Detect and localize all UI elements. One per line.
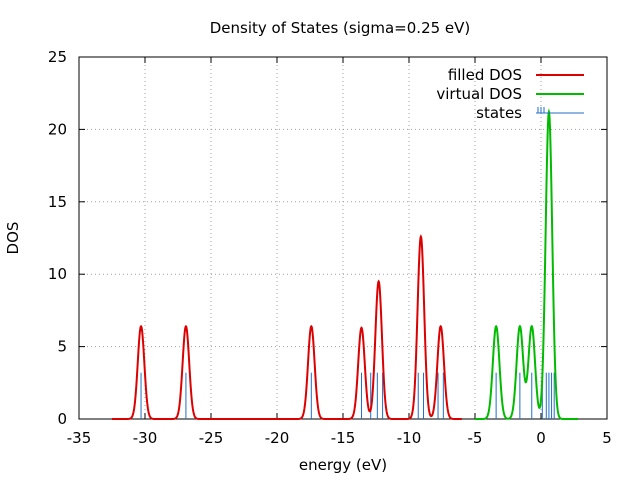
x-tick-label: -25 [199, 429, 224, 447]
x-tick-label: 0 [536, 429, 546, 447]
x-tick-label: -15 [331, 429, 356, 447]
legend-label-filled-dos: filled DOS [448, 66, 522, 84]
y-axis-label: DOS [4, 222, 22, 255]
filled-dos-line [112, 234, 462, 420]
x-tick-label: -35 [67, 429, 92, 447]
legend: filled DOS virtual DOS states [436, 66, 584, 122]
virtual-dos-line [475, 108, 578, 420]
y-tick-label: 20 [48, 120, 67, 138]
y-tick-label: 15 [48, 193, 67, 211]
grid-lines [79, 57, 607, 419]
x-tick-label: 5 [602, 429, 612, 447]
states-impulses [140, 372, 555, 419]
legend-label-virtual-dos: virtual DOS [436, 85, 522, 103]
x-axis-label: energy (eV) [299, 456, 387, 474]
x-tick-label: -30 [133, 429, 158, 447]
x-tick-label: -20 [265, 429, 290, 447]
y-tick-label: 5 [57, 338, 67, 356]
y-tick-label: 0 [57, 410, 67, 428]
legend-swatch-states [536, 107, 584, 114]
chart-title: Density of States (sigma=0.25 eV) [210, 19, 471, 37]
x-tick-label: -5 [468, 429, 483, 447]
y-tick-label: 10 [48, 265, 67, 283]
legend-label-states: states [476, 104, 522, 122]
x-tick-label: -10 [397, 429, 422, 447]
dos-curves [112, 108, 578, 420]
y-tick-label: 25 [48, 48, 67, 66]
axis-ticks: -35 -30 -25 -20 -15 -10 -5 0 5 0 5 10 15 20 25 [48, 48, 612, 447]
